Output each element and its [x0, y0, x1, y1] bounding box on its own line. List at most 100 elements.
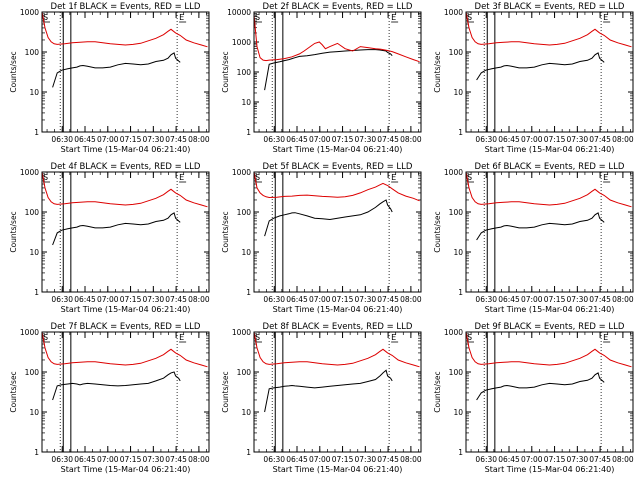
end-marker-label: E [391, 333, 396, 342]
x-axis-label: Start Time (15-Mar-04 06:21:40) [273, 145, 403, 154]
x-tick-label: 08:00 [612, 135, 634, 144]
x-tick-label: 06:30 [51, 455, 73, 464]
plot-frame [41, 11, 210, 133]
end-marker-label: E [179, 13, 184, 22]
interval-marker-box [486, 331, 496, 453]
series-line-events [52, 52, 181, 88]
x-tick-label: 06:30 [51, 295, 73, 304]
x-tick-label: 06:30 [263, 135, 285, 144]
x-tick-label: 07:15 [120, 455, 142, 464]
x-tick-label: 07:45 [589, 295, 611, 304]
plot-frame [465, 11, 634, 133]
x-tick-label: 07:30 [355, 135, 377, 144]
x-tick-label: 06:45 [74, 455, 96, 464]
y-tick-label: 100 [449, 208, 464, 217]
x-tick-label: 07:45 [165, 135, 187, 144]
y-axis-label: Counts/sec [221, 211, 230, 252]
start-marker-label: S [255, 13, 260, 22]
x-tick-label: 08:00 [188, 135, 210, 144]
y-tick-label: 1000 [20, 168, 39, 177]
panel-title: Det 9f BLACK = Events, RED = LLD [475, 322, 625, 332]
y-tick-label: 1 [246, 128, 251, 137]
y-axis-label: Counts/sec [433, 371, 442, 412]
start-marker-label: S [43, 13, 48, 22]
plot-frame [253, 171, 422, 293]
x-tick-label: 07:00 [309, 455, 331, 464]
series-line-events [52, 371, 181, 401]
y-tick-label: 10 [453, 408, 463, 417]
end-marker-label: E [391, 13, 396, 22]
x-tick-label: 07:15 [332, 295, 354, 304]
panel-1: Det 1f BLACK = Events, RED = LLD 1 10 100 10… [9, 2, 210, 154]
x-tick-label: 06:45 [286, 455, 308, 464]
y-tick-label: 100 [237, 208, 252, 217]
x-tick-label: 07:15 [544, 455, 566, 464]
y-axis-label: Counts/sec [433, 211, 442, 252]
x-tick-label: 07:45 [377, 295, 399, 304]
x-tick-label: 07:00 [521, 295, 543, 304]
panel-title: Det 4f BLACK = Events, RED = LLD [51, 162, 201, 172]
x-tick-label: 07:45 [377, 455, 399, 464]
x-tick-label: 06:45 [74, 295, 96, 304]
plot-frame [41, 331, 210, 453]
x-tick-label: 07:00 [97, 135, 119, 144]
y-tick-label: 100 [25, 208, 40, 217]
y-tick-label: 100 [237, 368, 252, 377]
x-tick-label: 08:00 [400, 455, 422, 464]
start-marker-label: S [467, 173, 472, 182]
x-axis-label: Start Time (15-Mar-04 06:21:40) [485, 305, 615, 314]
x-tick-label: 07:30 [567, 135, 589, 144]
panel-6: Det 6f BLACK = Events, RED = LLD 1 10 100 10… [433, 162, 634, 314]
panel-7: Det 7f BLACK = Events, RED = LLD 1 10 100 10… [9, 322, 210, 474]
x-tick-label: 07:45 [165, 295, 187, 304]
start-marker-label: S [255, 333, 260, 342]
panel-8: Det 8f BLACK = Events, RED = LLD 1 10 100 10… [221, 322, 422, 474]
interval-marker-box [486, 11, 496, 133]
interval-marker-box [274, 171, 284, 293]
y-tick-label: 10000 [227, 8, 251, 17]
series-line-events [476, 52, 605, 81]
x-tick-label: 07:45 [589, 135, 611, 144]
x-tick-label: 07:45 [589, 455, 611, 464]
x-tick-label: 07:30 [143, 455, 165, 464]
plot-frame [465, 331, 634, 453]
series-line-events [476, 212, 605, 241]
x-tick-label: 07:00 [97, 295, 119, 304]
x-tick-label: 06:30 [475, 135, 497, 144]
plot-frame [253, 331, 422, 453]
x-tick-label: 06:30 [475, 455, 497, 464]
x-axis-label: Start Time (15-Mar-04 06:21:40) [485, 145, 615, 154]
x-tick-label: 07:15 [544, 295, 566, 304]
series-line-events [264, 369, 393, 413]
y-tick-label: 10 [453, 88, 463, 97]
series-line-lld [253, 331, 420, 368]
series-line-events [52, 212, 181, 246]
x-tick-label: 07:30 [355, 455, 377, 464]
plot-frame [41, 171, 210, 293]
x-tick-label: 07:00 [309, 295, 331, 304]
panel-4: Det 4f BLACK = Events, RED = LLD 1 10 100 10… [9, 162, 210, 314]
panel-title: Det 7f BLACK = Events, RED = LLD [51, 322, 201, 332]
series-line-lld [41, 331, 208, 368]
x-tick-label: 06:30 [263, 455, 285, 464]
interval-marker-box [62, 11, 72, 133]
start-marker-label: S [467, 333, 472, 342]
y-tick-label: 1000 [232, 38, 251, 47]
series-line-events [476, 372, 605, 401]
y-axis-label: Counts/sec [9, 371, 18, 412]
x-tick-label: 07:30 [567, 295, 589, 304]
panel-title: Det 8f BLACK = Events, RED = LLD [263, 322, 413, 332]
y-tick-label: 1 [458, 128, 463, 137]
y-tick-label: 1 [34, 128, 39, 137]
y-tick-label: 10 [29, 408, 39, 417]
y-tick-label: 10 [29, 248, 39, 257]
x-tick-label: 07:00 [521, 455, 543, 464]
y-tick-label: 1000 [444, 168, 463, 177]
x-tick-label: 06:45 [498, 455, 520, 464]
y-tick-label: 1 [458, 288, 463, 297]
panel-title: Det 6f BLACK = Events, RED = LLD [475, 162, 625, 172]
x-tick-label: 06:30 [475, 295, 497, 304]
end-marker-label: E [603, 173, 608, 182]
end-marker-label: E [603, 13, 608, 22]
